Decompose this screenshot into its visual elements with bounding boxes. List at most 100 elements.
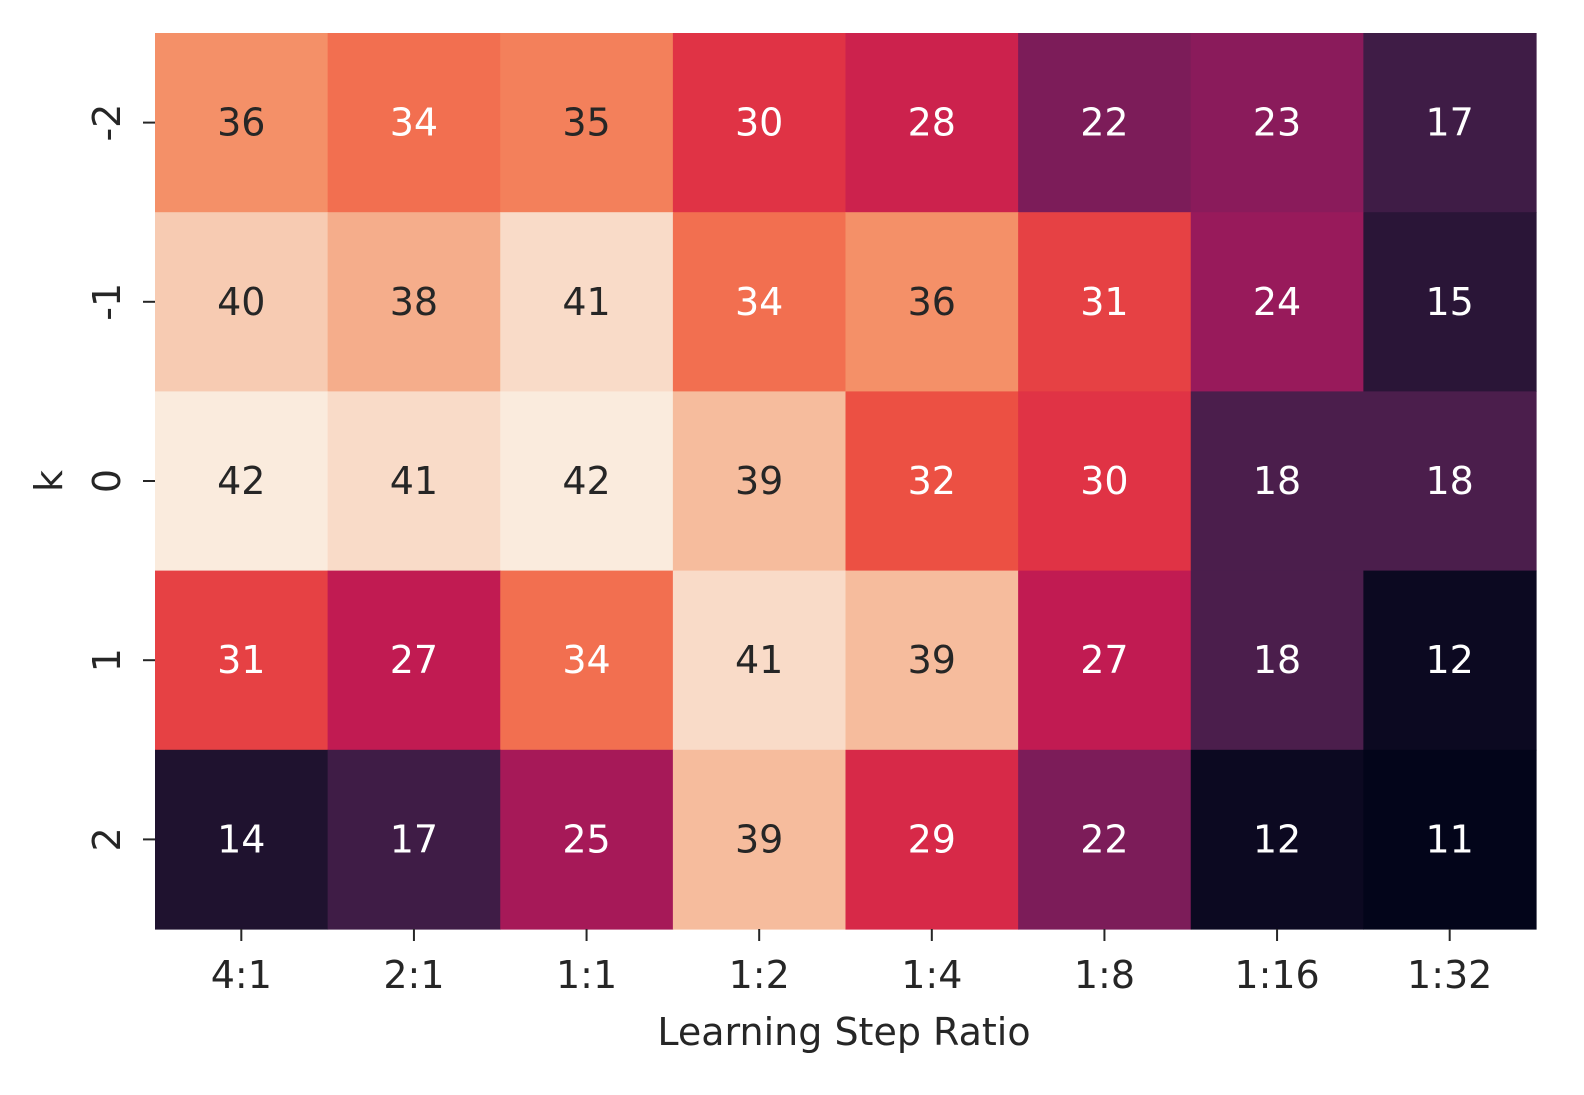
heatmap-cell <box>1190 749 1364 930</box>
heatmap-cell <box>1363 749 1537 930</box>
heatmap-cell <box>1190 212 1364 392</box>
heatmap-cell <box>672 749 847 930</box>
heatmap-cell <box>327 391 501 572</box>
x-tick-label: 1:4 <box>901 953 962 997</box>
cell-value-label: 36 <box>908 280 956 324</box>
cell-value-label: 28 <box>908 101 956 145</box>
heatmap-cell <box>155 570 329 751</box>
heatmap-cell <box>327 212 501 392</box>
x-tick-label: 1:32 <box>1407 953 1492 997</box>
y-tick-label: 2 <box>85 827 129 851</box>
heatmap-cell <box>500 391 674 572</box>
cell-value-label: 17 <box>1426 101 1474 145</box>
heatmap-cell <box>1018 391 1192 572</box>
y-axis-label: k <box>27 470 71 492</box>
heatmap-cell <box>672 570 847 751</box>
cell-value-label: 39 <box>908 638 956 682</box>
cell-value-label: 14 <box>217 817 265 861</box>
heatmap-cell <box>500 570 674 751</box>
heatmap-cell <box>1363 212 1537 392</box>
cell-value-label: 31 <box>217 638 265 682</box>
cell-value-label: 30 <box>735 101 783 145</box>
cell-value-label: 36 <box>217 101 265 145</box>
y-tick-label: 1 <box>85 648 129 672</box>
cell-value-label: 42 <box>217 459 265 503</box>
cell-value-label: 24 <box>1253 280 1301 324</box>
cell-value-label: 17 <box>390 817 438 861</box>
y-axis: -2 -1 0 1 2 <box>85 104 155 851</box>
cell-value-label: 35 <box>562 101 610 145</box>
heatmap-cell <box>845 570 1019 751</box>
heatmap-cell <box>327 570 501 751</box>
heatmap-cell <box>155 33 329 213</box>
cell-value-label: 15 <box>1426 280 1474 324</box>
heatmap-cell <box>327 33 501 213</box>
cell-value-label: 39 <box>735 817 783 861</box>
heatmap-cell <box>1018 749 1192 930</box>
cell-value-label: 40 <box>217 280 265 324</box>
x-tick-label: 1:16 <box>1234 953 1319 997</box>
cell-value-label: 12 <box>1426 638 1474 682</box>
heatmap-cell <box>845 749 1019 930</box>
x-axis-label: Learning Step Ratio <box>657 1010 1030 1054</box>
cell-value-label: 27 <box>1080 638 1128 682</box>
cell-value-label: 29 <box>908 817 956 861</box>
heatmap-cell <box>1190 391 1364 572</box>
heatmap-cell <box>500 212 674 392</box>
heatmap-cell <box>327 749 501 930</box>
cell-value-label: 42 <box>562 459 610 503</box>
x-tick-label: 1:8 <box>1074 953 1135 997</box>
cell-value-label: 27 <box>390 638 438 682</box>
heatmap-cell <box>1363 391 1537 572</box>
y-tick-label: -1 <box>85 283 129 321</box>
cell-value-label: 34 <box>390 101 438 145</box>
x-tick-label: 2:1 <box>383 953 444 997</box>
cell-value-label: 32 <box>908 459 956 503</box>
heatmap-cell <box>672 33 847 213</box>
cell-value-label: 41 <box>390 459 438 503</box>
heatmap-cells <box>155 33 1537 930</box>
x-tick-label: 4:1 <box>211 953 272 997</box>
heatmap-cell <box>1018 212 1192 392</box>
y-tick-label: 0 <box>85 469 129 493</box>
cell-value-label: 12 <box>1253 817 1301 861</box>
heatmap-cell <box>155 749 329 930</box>
cell-value-label: 34 <box>562 638 610 682</box>
heatmap-cell <box>155 391 329 572</box>
cell-value-label: 38 <box>390 280 438 324</box>
cell-value-label: 30 <box>1080 459 1128 503</box>
cell-value-label: 39 <box>735 459 783 503</box>
heatmap-cell <box>672 212 847 392</box>
cell-value-label: 25 <box>562 817 610 861</box>
heatmap-cell <box>500 33 674 213</box>
cell-value-label: 31 <box>1080 280 1128 324</box>
cell-value-label: 23 <box>1253 101 1301 145</box>
cell-value-label: 41 <box>735 638 783 682</box>
heatmap-cell <box>1363 33 1537 213</box>
x-axis: 4:1 2:1 1:1 1:2 1:4 1:8 1:16 1:32 <box>211 929 1492 997</box>
heatmap-cell <box>1190 33 1364 213</box>
cell-value-label: 22 <box>1080 101 1128 145</box>
heatmap-cell <box>500 749 674 930</box>
heatmap-cell <box>1363 570 1537 751</box>
cell-value-label: 22 <box>1080 817 1128 861</box>
cell-value-label: 18 <box>1426 459 1474 503</box>
heatmap-cell <box>1018 33 1192 213</box>
heatmap-cell <box>155 212 329 392</box>
heatmap-cell <box>1018 570 1192 751</box>
cell-value-label: 18 <box>1253 459 1301 503</box>
heatmap-cell <box>1190 570 1364 751</box>
cell-annotations: 36 34 35 30 28 22 23 17 40 38 41 34 36 31 24 15 42 41 42 39… <box>217 101 1474 862</box>
heatmap-cell <box>845 33 1019 213</box>
heatmap-cell <box>672 391 847 572</box>
heatmap-cell <box>845 391 1019 572</box>
cell-value-label: 41 <box>562 280 610 324</box>
heatmap-cell <box>845 212 1019 392</box>
x-tick-label: 1:2 <box>729 953 790 997</box>
cell-value-label: 18 <box>1253 638 1301 682</box>
y-tick-label: -2 <box>85 104 129 142</box>
cell-value-label: 34 <box>735 280 783 324</box>
cell-value-label: 11 <box>1426 817 1474 861</box>
x-tick-label: 1:1 <box>556 953 617 997</box>
